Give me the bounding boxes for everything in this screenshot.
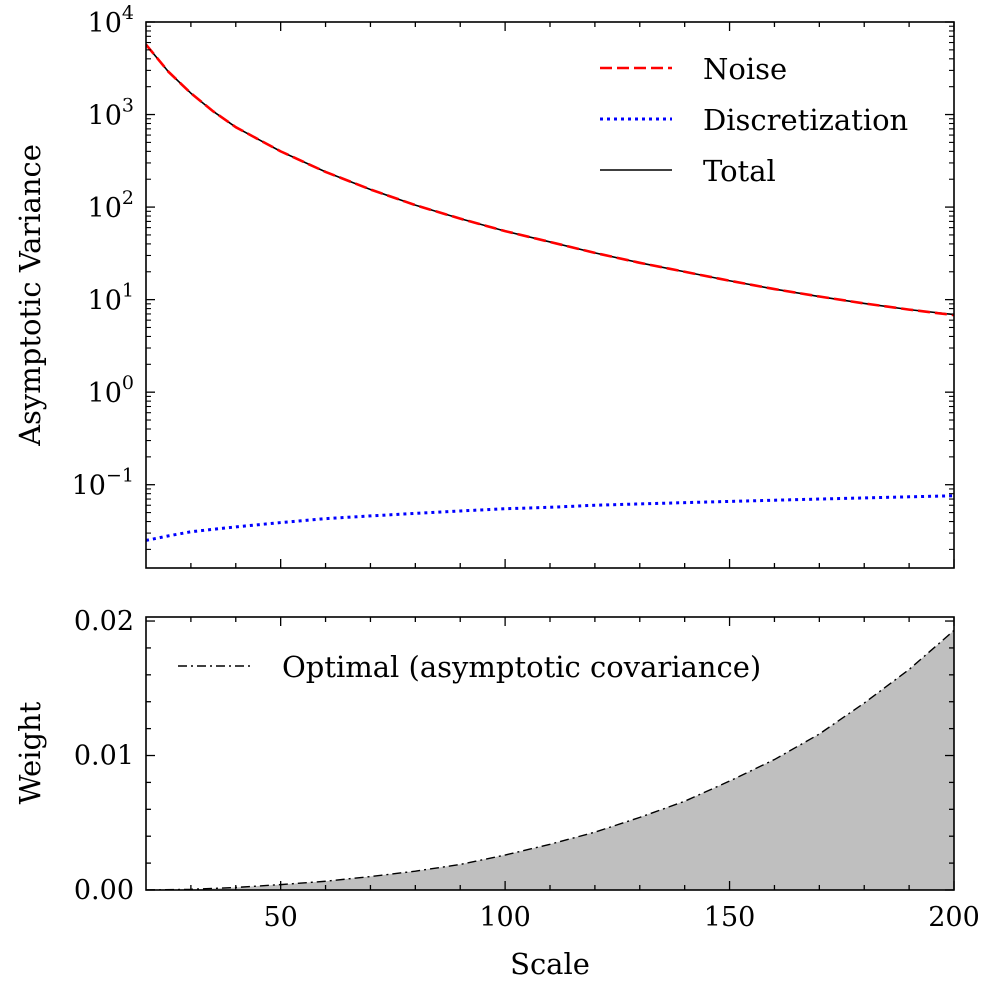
y-tick-label: 104 [88,2,134,39]
y-tick-label: 102 [88,187,134,224]
weight-ticks: 0.00 0.01 0.02 50 100 150 200 [74,606,980,933]
legend-discretization-label: Discretization [703,103,908,137]
x-tick-label: 100 [479,902,531,933]
x-tick-label: 150 [704,902,756,933]
x-axis-label: Scale [510,947,590,981]
x-tick-label: 200 [928,902,980,933]
variance-series-group [146,43,954,542]
legend-optimal-label: Optimal (asymptotic covariance) [282,650,761,684]
weight-y-axis-label: Weight [13,701,47,804]
x-tick-label: 50 [263,902,297,933]
y-tick-label: 103 [88,95,134,132]
y-tick-label: 10−1 [72,465,134,502]
y-tick-label: 100 [88,372,134,409]
y-tick-label: 0.00 [74,875,134,906]
series-noise-line [146,43,954,317]
variance-legend: Noise Discretization Total [600,52,908,188]
weight-fill-area [146,630,954,890]
weight-legend: Optimal (asymptotic covariance) [178,650,761,684]
y-tick-label: 0.02 [74,606,134,637]
legend-total-label: Total [703,154,776,188]
y-tick-label: 101 [88,280,134,317]
legend-noise-label: Noise [703,52,787,86]
weight-panel: 0.00 0.01 0.02 50 100 150 200 Weight Scale Opt… [13,606,980,981]
variance-ticks: 104 103 102 101 100 10−1 [72,2,955,568]
variance-y-axis-label: Asymptotic Variance [13,144,47,447]
y-tick-label: 0.01 [74,741,134,772]
series-discretization-line [146,494,954,542]
